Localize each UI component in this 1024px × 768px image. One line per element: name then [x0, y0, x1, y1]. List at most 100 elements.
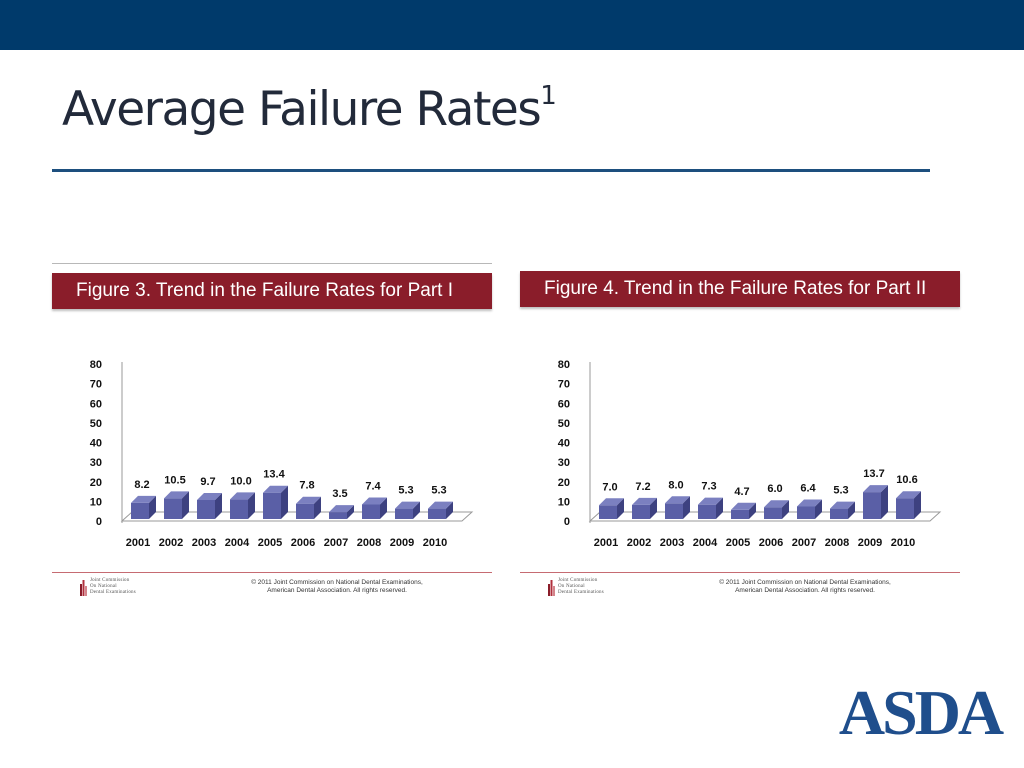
- data-label: 7.2: [635, 481, 650, 493]
- y-tick-label: 40: [558, 438, 570, 450]
- x-tick-label: 2009: [858, 537, 882, 549]
- jcnde-name: Joint Commission On National Dental Exam…: [558, 578, 604, 595]
- bar-top-face: [896, 491, 921, 499]
- bar: [764, 500, 789, 519]
- bar-top-face: [731, 502, 756, 510]
- bar-side-face: [248, 492, 255, 519]
- data-label: 5.3: [431, 485, 446, 497]
- data-label: 7.0: [602, 481, 617, 493]
- bar-front-face: [131, 502, 149, 519]
- bar-side-face: [347, 505, 354, 519]
- jcnde-name: Joint Commission On National Dental Exam…: [90, 578, 136, 595]
- bar-side-face: [782, 500, 789, 519]
- bar-front-face: [428, 508, 446, 519]
- bar-top-face: [296, 496, 321, 504]
- data-label: 5.3: [833, 485, 848, 497]
- y-tick-label: 10: [90, 496, 102, 508]
- bar-front-face: [797, 506, 815, 519]
- y-tick-label: 50: [90, 418, 102, 430]
- jcnde-logo-icon: [80, 580, 87, 596]
- bar-front-face: [296, 503, 314, 519]
- data-label: 9.7: [200, 476, 215, 488]
- bar-front-face: [362, 504, 380, 519]
- bar: [131, 495, 156, 519]
- bar: [296, 496, 321, 519]
- bar-top-face: [698, 497, 723, 505]
- data-label: 13.7: [863, 468, 884, 480]
- figure-banner: Figure 4. Trend in the Failure Rates for…: [520, 271, 960, 307]
- x-tick-label: 2007: [792, 537, 816, 549]
- bar: [599, 498, 624, 519]
- y-tick-label: 20: [558, 477, 570, 489]
- y-tick-label: 40: [90, 438, 102, 450]
- asda-logo-text: ASDA: [839, 677, 1004, 748]
- y-tick-label: 80: [558, 359, 570, 371]
- data-label: 10.0: [230, 475, 251, 487]
- y-tick-label: 50: [558, 418, 570, 430]
- y-tick-label: 80: [90, 359, 102, 371]
- figure-bottom-rule: [520, 572, 960, 573]
- bar-top-face: [764, 500, 789, 508]
- bar-side-face: [683, 496, 690, 519]
- bar: [164, 491, 189, 519]
- bar-top-face: [230, 492, 255, 500]
- x-tick-label: 2008: [825, 537, 849, 549]
- bar-top-face: [665, 496, 690, 504]
- bar-side-face: [716, 497, 723, 519]
- bar-side-face: [881, 485, 888, 519]
- bar: [263, 485, 288, 519]
- bar: [395, 501, 420, 519]
- x-tick-label: 2008: [357, 537, 381, 549]
- data-label: 8.0: [668, 479, 683, 491]
- bar-side-face: [650, 497, 657, 519]
- bar-side-face: [380, 497, 387, 519]
- bar: [197, 492, 222, 519]
- bar: [230, 492, 255, 519]
- bar-front-face: [230, 499, 248, 519]
- data-label: 10.5: [164, 474, 185, 486]
- bar: [797, 499, 822, 519]
- bar-front-face: [632, 504, 650, 519]
- top-bar: [0, 0, 1024, 50]
- bar-top-face: [599, 498, 624, 506]
- data-label: 5.3: [398, 485, 413, 497]
- bar-top-face: [131, 495, 156, 503]
- x-tick-label: 2005: [258, 537, 282, 549]
- x-tick-label: 2002: [159, 537, 183, 549]
- x-tick-label: 2010: [423, 537, 447, 549]
- bar-top-face: [632, 497, 657, 505]
- x-tick-label: 2003: [192, 537, 216, 549]
- x-tick-label: 2004: [225, 537, 250, 549]
- bar-side-face: [413, 501, 420, 519]
- x-tick-label: 2010: [891, 537, 915, 549]
- bar-top-face: [362, 497, 387, 505]
- y-tick-label: 70: [558, 379, 570, 391]
- bar-side-face: [314, 496, 321, 519]
- title-divider: [52, 169, 930, 172]
- figure-bottom-rule: [52, 572, 492, 573]
- bar: [863, 485, 888, 519]
- x-tick-label: 2006: [759, 537, 783, 549]
- data-label: 13.4: [263, 469, 285, 481]
- y-tick-label: 30: [558, 457, 570, 469]
- bar-front-face: [698, 504, 716, 519]
- bar-top-face: [263, 485, 288, 493]
- bar: [362, 497, 387, 519]
- bar: [896, 491, 921, 519]
- bar-front-face: [764, 507, 782, 519]
- title-footnote-marker: 1: [540, 81, 557, 112]
- bar: [632, 497, 657, 519]
- data-label: 7.3: [701, 481, 716, 493]
- bar-front-face: [164, 498, 182, 519]
- asda-logo: ASDA: [839, 677, 1004, 748]
- x-tick-label: 2001: [126, 537, 150, 549]
- bar-front-face: [395, 508, 413, 519]
- bar: [830, 501, 855, 519]
- bar-side-face: [914, 491, 921, 519]
- bar: [731, 502, 756, 519]
- bar-side-face: [182, 491, 189, 519]
- jcnde-logo-icon: [548, 580, 555, 596]
- x-tick-label: 2007: [324, 537, 348, 549]
- bar-side-face: [848, 501, 855, 519]
- bar-front-face: [896, 498, 914, 519]
